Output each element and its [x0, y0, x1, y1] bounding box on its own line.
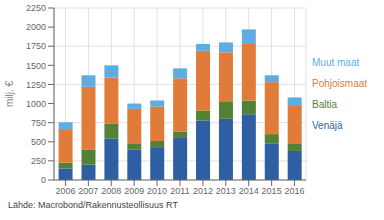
svg-text:milj. €: milj. € — [8, 81, 15, 108]
svg-text:2250: 2250 — [26, 3, 46, 13]
svg-text:2014: 2014 — [239, 186, 259, 196]
svg-text:750: 750 — [31, 118, 46, 128]
html-text:Baltia: Baltia — [312, 99, 337, 110]
svg-text:2000: 2000 — [26, 22, 46, 32]
html-text:Venäjä: Venäjä — [312, 120, 343, 131]
svg-text:1750: 1750 — [26, 41, 46, 51]
svg-text:500: 500 — [31, 137, 46, 147]
svg-text:2006: 2006 — [55, 186, 75, 196]
html-text:Lähde: Macrobond/Rakennusteoll: Lähde: Macrobond/Rakennusteollisuus RT — [8, 200, 178, 210]
svg-text:2012: 2012 — [193, 186, 213, 196]
svg-text:2009: 2009 — [124, 186, 144, 196]
svg-text:250: 250 — [31, 156, 46, 166]
svg-text:2011: 2011 — [170, 186, 189, 196]
svg-text:1000: 1000 — [26, 99, 46, 109]
svg-text:2015: 2015 — [262, 186, 282, 196]
svg-text:1250: 1250 — [26, 80, 46, 90]
svg-text:2013: 2013 — [216, 186, 236, 196]
svg-text:2008: 2008 — [101, 186, 121, 196]
html-text:Pohjoismaat: Pohjoismaat — [312, 78, 367, 89]
html-text:Muut maat: Muut maat — [312, 57, 360, 68]
svg-text:1500: 1500 — [26, 61, 46, 71]
svg-text:2007: 2007 — [78, 186, 98, 196]
svg-text:2016: 2016 — [285, 186, 305, 196]
svg-text:2010: 2010 — [147, 186, 167, 196]
svg-text:0: 0 — [41, 175, 46, 185]
